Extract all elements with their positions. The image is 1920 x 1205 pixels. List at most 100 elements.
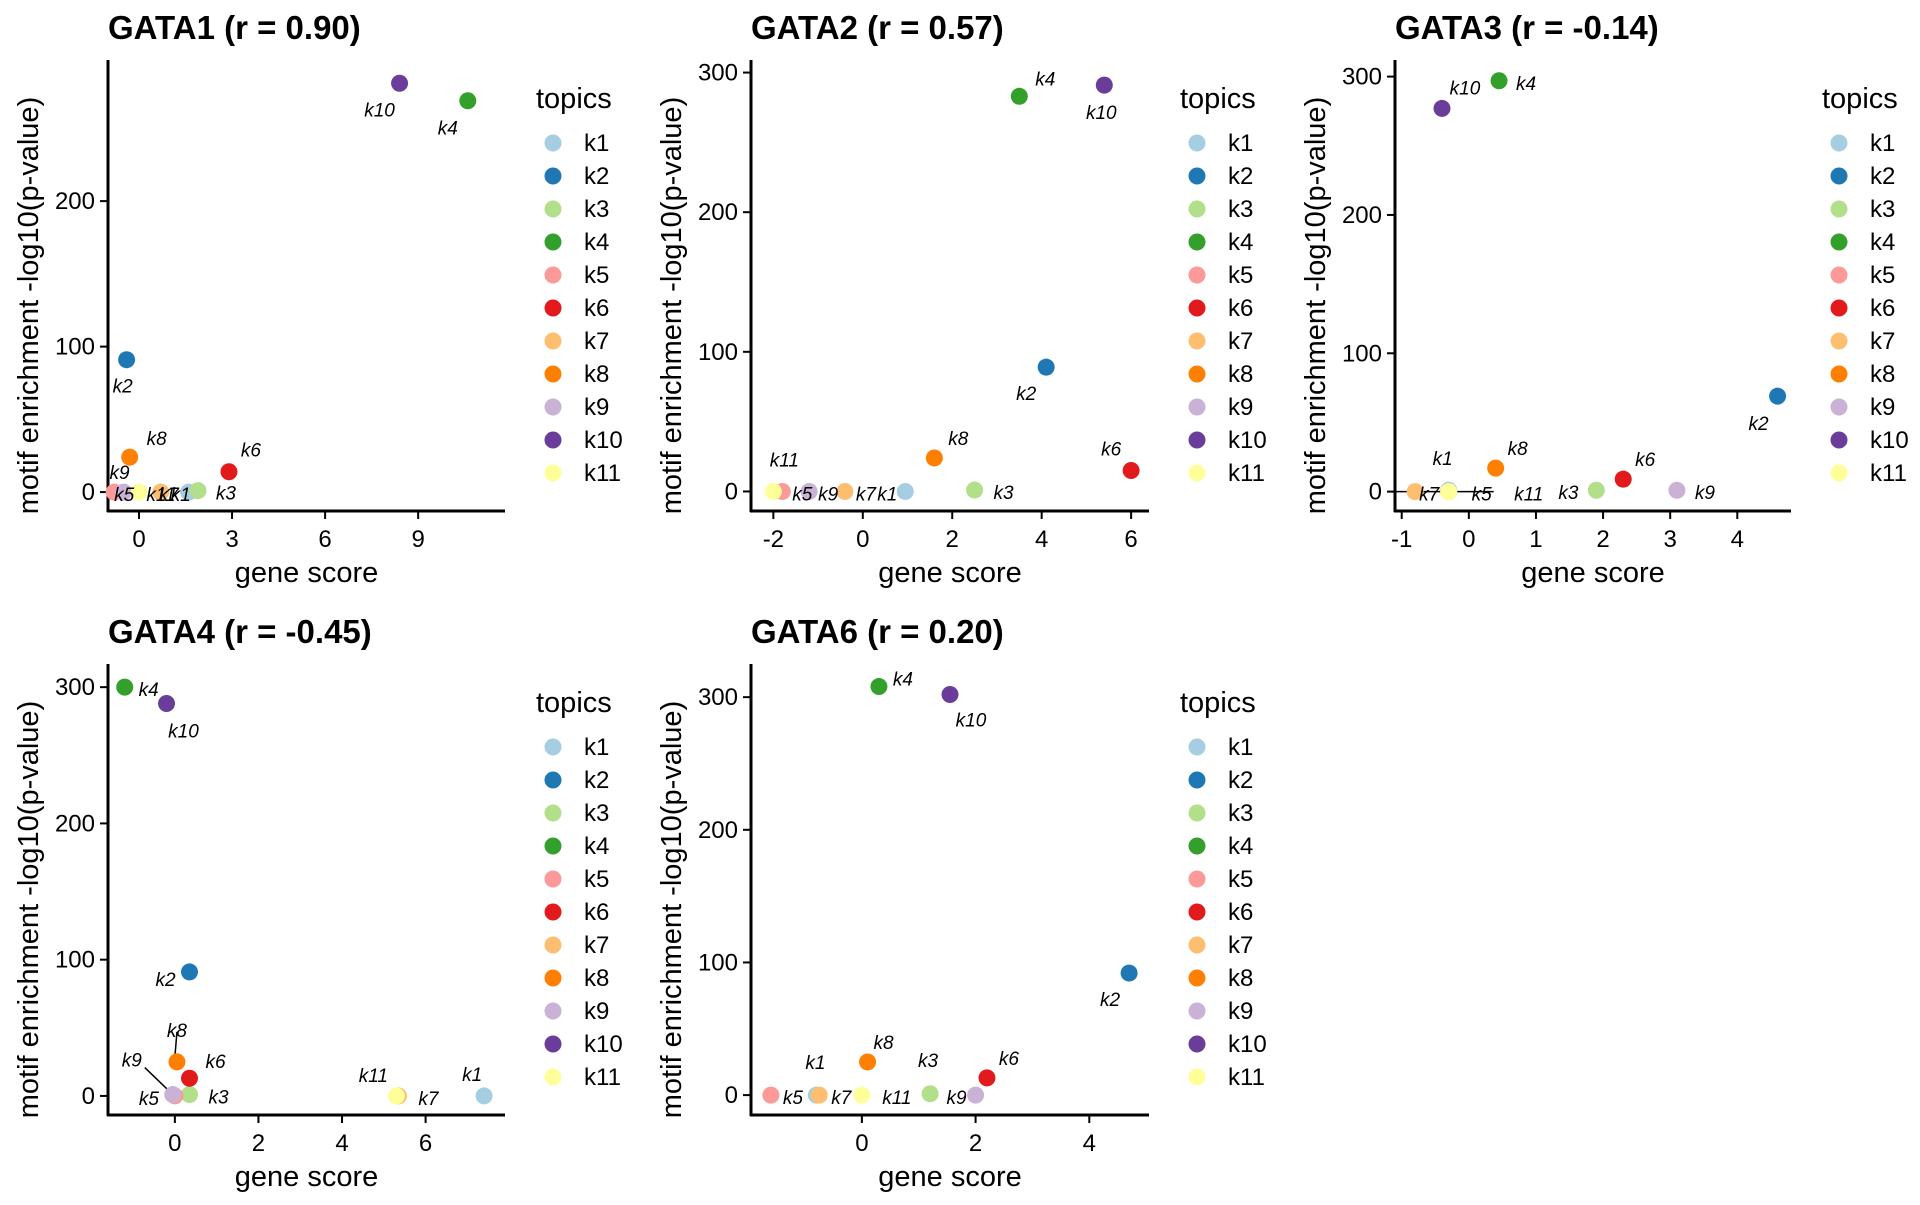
y-axis-title: motif enrichment -log10(p-value) — [656, 701, 688, 1118]
legend-swatch-k2 — [1830, 167, 1848, 185]
x-tick-label: 0 — [168, 1130, 181, 1157]
point-label-k1: k1 — [1433, 449, 1453, 470]
point-label-k10: k10 — [364, 100, 395, 121]
legend-swatch-k2 — [544, 167, 562, 185]
legend-item-k11: k11 — [584, 460, 621, 487]
x-tick-label: 3 — [1664, 526, 1677, 553]
point-k5 — [762, 1086, 780, 1104]
point-label-k9: k9 — [122, 1051, 143, 1072]
x-tick-label: 6 — [1124, 526, 1137, 553]
x-axis-title: gene score — [235, 1161, 379, 1193]
point-k10 — [1433, 99, 1451, 117]
legend-item-k1: k1 — [1870, 130, 1895, 157]
point-label-k5: k5 — [783, 1088, 804, 1109]
point-label-k4: k4 — [893, 670, 913, 691]
point-label-k4: k4 — [438, 119, 458, 140]
y-tick-label: 200 — [698, 817, 738, 844]
point-k8 — [925, 449, 943, 467]
legend-swatch-k4 — [1188, 837, 1206, 855]
point-label-k3: k3 — [994, 483, 1015, 504]
point-label-k6: k6 — [1101, 440, 1122, 461]
y-tick-label: 300 — [55, 674, 95, 701]
y-tick-label: 200 — [55, 188, 95, 215]
point-label-k2: k2 — [113, 377, 134, 398]
point-label-k2: k2 — [1016, 384, 1037, 405]
legend-swatch-k5 — [544, 870, 562, 888]
panel-2: GATA2 (r = 0.57) 0 100 200 300 -2 0 2 4 6 gene sco… — [656, 9, 1267, 589]
point-label-k1: k1 — [462, 1065, 482, 1086]
legend-item-k8: k8 — [1228, 965, 1253, 992]
point-k6 — [1614, 470, 1632, 488]
point-label-k7: k7 — [418, 1089, 440, 1110]
point-k1 — [475, 1087, 493, 1105]
y-tick-label: 300 — [698, 684, 738, 711]
legend-item-k10: k10 — [584, 1031, 623, 1058]
legend-item-k11: k11 — [1228, 1064, 1265, 1091]
point-label-k9: k9 — [109, 463, 130, 484]
y-tick-label: 300 — [1342, 64, 1382, 91]
point-k11 — [387, 1087, 405, 1105]
legend-swatch-k6 — [1830, 299, 1848, 317]
legend-title: topics — [536, 83, 612, 115]
legend-swatch-k11 — [1830, 464, 1848, 482]
legend-swatch-k9 — [1830, 398, 1848, 416]
legend-swatch-k10 — [544, 431, 562, 449]
x-tick-label: 2 — [252, 1130, 265, 1157]
legend: topics k1 k2 k3 k4 k5 k6 k7 k8 k9 k10 k11 — [1180, 687, 1267, 1091]
y-tick-label: 300 — [698, 60, 738, 87]
legend-swatch-k7 — [544, 936, 562, 954]
legend-swatch-k3 — [1188, 804, 1206, 822]
point-label-k11: k11 — [770, 450, 799, 471]
label-connector — [144, 1067, 172, 1094]
x-tick-label: 0 — [132, 526, 145, 553]
point-k11 — [853, 1086, 871, 1104]
point-label-k6: k6 — [999, 1049, 1020, 1070]
legend-item-k11: k11 — [1870, 460, 1907, 487]
legend-title: topics — [1822, 83, 1898, 115]
legend-item-k6: k6 — [584, 899, 609, 926]
legend-item-k3: k3 — [584, 800, 609, 827]
point-k7 — [836, 482, 854, 500]
legend-swatch-k8 — [544, 365, 562, 383]
x-tick-label: 4 — [1083, 1130, 1096, 1157]
legend-swatch-k3 — [1830, 200, 1848, 218]
point-k4 — [1010, 87, 1028, 105]
point-label-k8: k8 — [948, 429, 969, 450]
legend-swatch-k7 — [544, 332, 562, 350]
legend-item-k4: k4 — [1870, 229, 1895, 256]
point-k11 — [1440, 483, 1458, 501]
point-k1 — [896, 482, 914, 500]
legend-swatch-k4 — [1188, 233, 1206, 251]
legend-item-k1: k1 — [584, 734, 609, 761]
legend-swatch-k1 — [1188, 134, 1206, 152]
point-k3 — [180, 1086, 198, 1104]
x-tick-label: 0 — [855, 1130, 868, 1157]
point-label-k10: k10 — [956, 711, 987, 732]
point-k9 — [967, 1086, 985, 1104]
legend-title: topics — [1180, 687, 1256, 719]
legend-swatch-k3 — [1188, 200, 1206, 218]
point-k2 — [180, 963, 198, 981]
legend-item-k1: k1 — [584, 130, 609, 157]
legend-swatch-k10 — [544, 1035, 562, 1053]
legend-swatch-k10 — [1830, 431, 1848, 449]
x-tick-label: -1 — [1391, 526, 1412, 553]
point-k10 — [1095, 76, 1113, 94]
legend-swatch-k3 — [544, 804, 562, 822]
legend-item-k11: k11 — [584, 1064, 621, 1091]
point-label-k4: k4 — [1516, 74, 1536, 95]
point-label-k3: k3 — [1558, 483, 1579, 504]
point-label-k11: k11 — [882, 1088, 911, 1109]
point-k6 — [180, 1069, 198, 1087]
point-label-k3: k3 — [208, 1088, 229, 1109]
point-label-k2: k2 — [155, 970, 176, 991]
point-label-k5: k5 — [114, 485, 135, 506]
x-axis-title: gene score — [878, 557, 1022, 589]
legend-item-k10: k10 — [1228, 1031, 1267, 1058]
point-label-k5: k5 — [139, 1089, 160, 1110]
y-axis-title: motif enrichment -log10(p-value) — [656, 97, 688, 514]
point-label-k1: k1 — [805, 1053, 825, 1074]
legend-item-k7: k7 — [584, 328, 609, 355]
